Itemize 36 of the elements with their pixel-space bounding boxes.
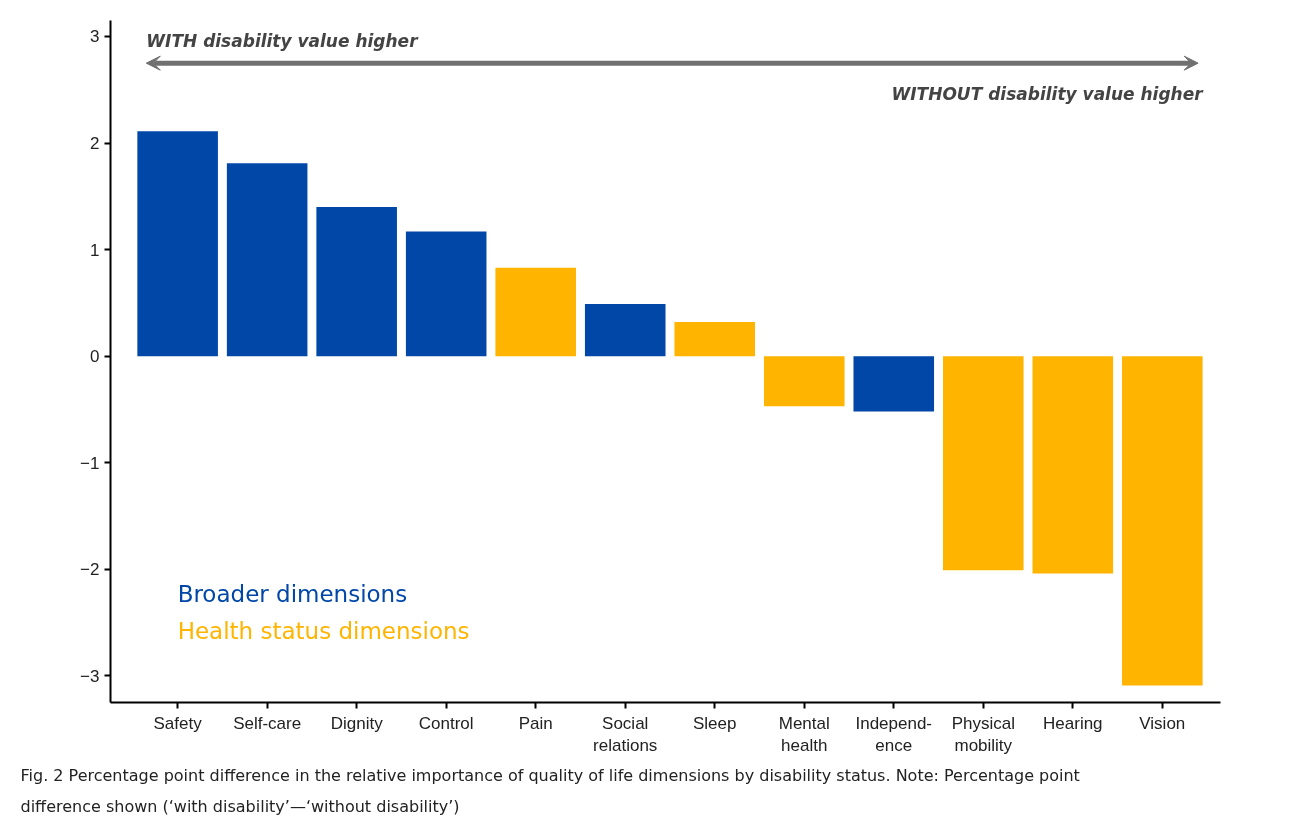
bar xyxy=(405,231,487,357)
x-tick-label: Social relations xyxy=(593,713,658,756)
x-tick-label: Dignity xyxy=(330,713,384,733)
y-tick-label: 0 xyxy=(90,347,100,367)
y-tick-label: 3 xyxy=(90,27,100,47)
x-tick-label: Pain xyxy=(518,713,553,733)
bar xyxy=(584,303,666,357)
y-tick-label: −3 xyxy=(80,666,100,686)
y-tick-label: 2 xyxy=(90,134,100,154)
y-tick-label: −2 xyxy=(80,560,100,580)
bar xyxy=(674,322,756,357)
bar xyxy=(763,356,845,407)
bar xyxy=(316,206,397,357)
caption: Fig. 2 Percentage point difference in the relative importance of quality of life dimensions by disability status. Note: Percentage point difference shown (‘with disability’—‘without disability’) xyxy=(20,765,1080,816)
bar xyxy=(495,267,576,357)
annotation: WITHOUT disability value higher xyxy=(891,84,1205,105)
bar xyxy=(1032,356,1114,574)
x-tick-label: Control xyxy=(418,713,474,733)
x-tick-label: Independ- ence xyxy=(855,713,933,756)
bar xyxy=(853,356,935,412)
text: Broader dimensions xyxy=(177,580,408,607)
x-tick-label: Mental health xyxy=(778,713,830,756)
x-tick-label: Physical mobility xyxy=(951,713,1015,756)
y-tick-label: 1 xyxy=(90,240,100,260)
bar xyxy=(943,356,1024,571)
y-tick-label: −1 xyxy=(80,453,100,473)
x-tick-label: Safety xyxy=(153,713,203,733)
annotation: WITH disability value higher xyxy=(146,31,420,52)
x-tick-label: Vision xyxy=(1139,713,1186,733)
text: Health status dimensions xyxy=(177,617,470,644)
x-tick-label: Hearing xyxy=(1043,713,1103,733)
bar xyxy=(226,163,308,357)
bar xyxy=(1122,356,1203,686)
x-tick-label: Self-care xyxy=(233,713,302,733)
bar xyxy=(137,131,218,357)
x-tick-label: Sleep xyxy=(692,713,737,733)
